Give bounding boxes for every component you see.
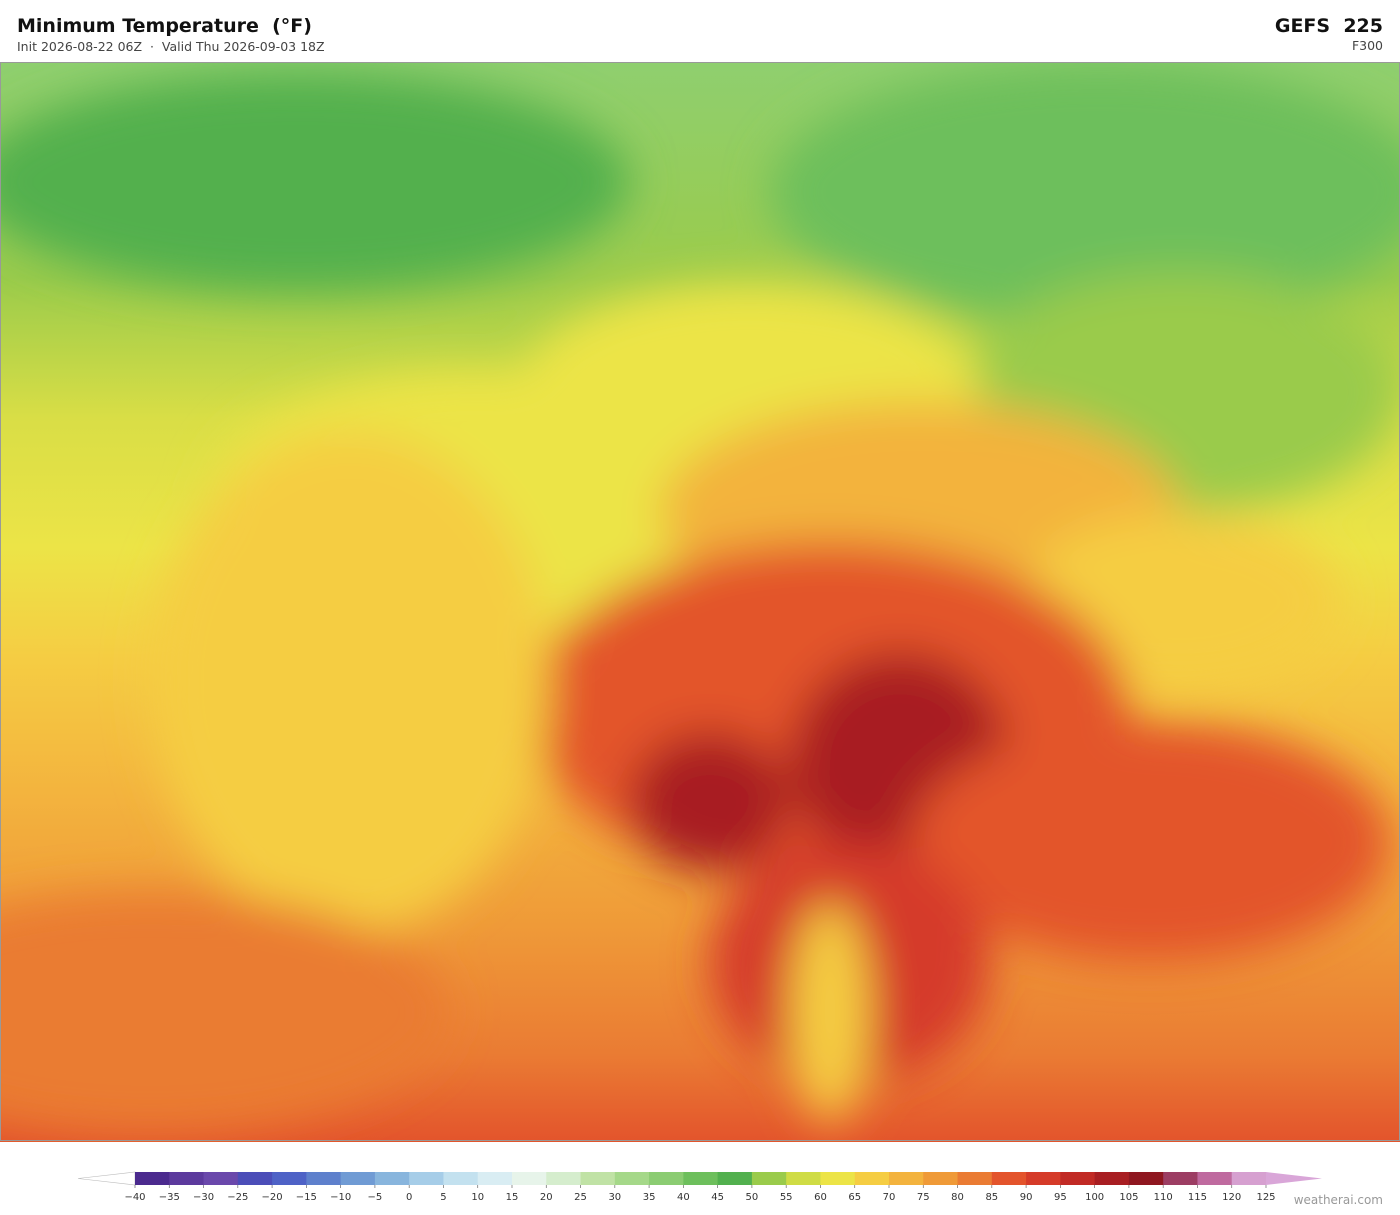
colorbar-segment xyxy=(614,1172,650,1185)
colorbar-segment xyxy=(751,1172,787,1185)
colorbar-segment xyxy=(957,1172,993,1185)
subtitle: Init 2026-08-22 06Z · Valid Thu 2026-09-… xyxy=(17,39,325,54)
colorbar-segment xyxy=(923,1172,959,1185)
colorbar-tick-label: 105 xyxy=(1119,1192,1138,1203)
colorbar-segment xyxy=(306,1172,342,1185)
colorbar: −40 −35 −30 −25 −20 −15 −10 −5 0 5 10 15 20 25 30 35 40 4… xyxy=(77,1171,1322,1203)
title: Minimum Temperature (°F) xyxy=(17,15,312,37)
colorbar-tick-label: 120 xyxy=(1222,1192,1241,1203)
colorbar-segment xyxy=(1094,1172,1130,1185)
colorbar-tick-label: −25 xyxy=(227,1192,248,1203)
colorbar-tick-label: 35 xyxy=(643,1192,656,1203)
colorbar-segment xyxy=(1128,1172,1164,1185)
colorbar-segment xyxy=(135,1172,170,1185)
colorbar-segment xyxy=(649,1172,684,1185)
colorbar-tick-label: 0 xyxy=(406,1192,412,1203)
colorbar-segment xyxy=(1060,1172,1096,1185)
colorbar-tick-label: 15 xyxy=(506,1192,519,1203)
credit: weatherai.com xyxy=(1293,1193,1383,1207)
colorbar-segment xyxy=(409,1172,444,1185)
colorbar-tick-label: −40 xyxy=(124,1192,145,1203)
colorbar-tick-label: 60 xyxy=(814,1192,827,1203)
temperature-field xyxy=(0,62,1400,1132)
colorbar-segment xyxy=(820,1172,856,1185)
colorbar-tick-label: −35 xyxy=(159,1192,180,1203)
colorbar-tick-label: 40 xyxy=(677,1192,690,1203)
colorbar-segment xyxy=(854,1172,890,1185)
colorbar-segment xyxy=(1197,1172,1233,1185)
colorbar-tick-label: −15 xyxy=(296,1192,317,1203)
colorbar-segment xyxy=(169,1172,205,1185)
forecast-hour: F300 xyxy=(1351,38,1383,53)
colorbar-segment xyxy=(786,1172,821,1185)
colorbar-tick-label: 85 xyxy=(985,1192,998,1203)
colorbar-under xyxy=(77,1171,136,1186)
colorbar-segment xyxy=(717,1172,753,1185)
colorbar-tick-label: 30 xyxy=(608,1192,621,1203)
colorbar-segment xyxy=(889,1172,924,1185)
colorbar-tick-label: 65 xyxy=(848,1192,861,1203)
colorbar-tick-label: 95 xyxy=(1054,1192,1067,1203)
colorbar-tick-label: 90 xyxy=(1020,1192,1033,1203)
colorbar-tick-label: 115 xyxy=(1188,1192,1207,1203)
colorbar-tick-label: 75 xyxy=(917,1192,930,1203)
colorbar-tick-label: 45 xyxy=(711,1192,724,1203)
colorbar-tick-label: −30 xyxy=(193,1192,214,1203)
model-name: GEFS 225 xyxy=(1274,15,1383,37)
colorbar-over xyxy=(1266,1172,1322,1185)
map xyxy=(0,62,1400,1142)
colorbar-tick-label: 70 xyxy=(883,1192,896,1203)
colorbar-tick-label: 25 xyxy=(574,1192,587,1203)
colorbar-tick-label: 10 xyxy=(471,1192,484,1203)
colorbar-segment xyxy=(272,1172,307,1185)
colorbar-segment xyxy=(477,1172,513,1185)
colorbar-segment xyxy=(1231,1172,1267,1185)
colorbar-segment xyxy=(512,1172,547,1185)
colorbar-tick-label: −5 xyxy=(368,1192,383,1203)
colorbar-segment xyxy=(991,1172,1027,1185)
colorbar-segment xyxy=(580,1172,616,1185)
colorbar-tick-label: −20 xyxy=(262,1192,283,1203)
colorbar-tick-label: 20 xyxy=(540,1192,553,1203)
colorbar-segment xyxy=(203,1172,239,1185)
colorbar-segment xyxy=(683,1172,719,1185)
colorbar-tick-label: 55 xyxy=(780,1192,793,1203)
colorbar-segment xyxy=(546,1172,582,1185)
colorbar-segment xyxy=(374,1172,410,1185)
colorbar-tick-label: 125 xyxy=(1256,1192,1275,1203)
colorbar-tick-label: 5 xyxy=(440,1192,446,1203)
colorbar-tick-label: −10 xyxy=(330,1192,351,1203)
colorbar-segment xyxy=(1026,1172,1061,1185)
colorbar-tick-label: 50 xyxy=(746,1192,759,1203)
colorbar-segment xyxy=(443,1172,479,1185)
colorbar-segment xyxy=(1163,1172,1198,1185)
colorbar-segment xyxy=(340,1172,376,1185)
colorbar-tick-label: 100 xyxy=(1085,1192,1104,1203)
colorbar-tick-label: 110 xyxy=(1154,1192,1173,1203)
colorbar-tick-label: 80 xyxy=(951,1192,964,1203)
colorbar-segment xyxy=(237,1172,273,1185)
